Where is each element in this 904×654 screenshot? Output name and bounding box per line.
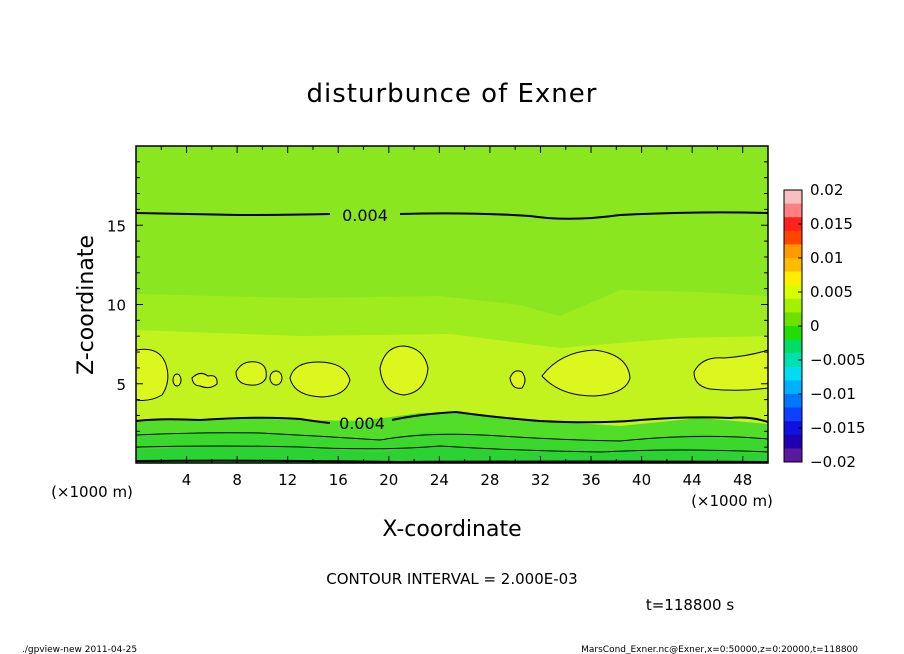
cell-d — [269, 370, 283, 386]
x-unit-right: (×1000 m) — [691, 492, 773, 510]
band-bottom-3 — [136, 446, 768, 463]
colorbar-label: −0.005 — [810, 351, 866, 369]
colorbar-swatch — [784, 190, 802, 205]
x-tick-label: 8 — [232, 471, 242, 489]
x-tick-label: 32 — [531, 471, 550, 489]
colorbar-swatch — [784, 448, 802, 463]
colorbar-swatch — [784, 258, 802, 273]
colorbar-label: −0.015 — [810, 419, 866, 437]
colorbar-swatch — [784, 298, 802, 313]
x-tick-label: 20 — [379, 471, 398, 489]
cell-a — [172, 373, 182, 387]
cell-left-edge — [136, 348, 169, 401]
colorbar-label: 0.02 — [810, 181, 843, 199]
colorbar-swatch — [784, 421, 802, 436]
contour-line-low-3 — [136, 459, 768, 463]
contour-line-low-1 — [136, 432, 768, 442]
contour-label-lower: 0.004 — [339, 414, 385, 433]
x-tick-label: 36 — [581, 471, 600, 489]
colorbar-frame — [783, 189, 803, 463]
x-tick-label: 12 — [278, 471, 297, 489]
y-axis-ticks: 5 10 15 — [107, 161, 768, 448]
footer-right: MarsCond_Exner.nc@Exner,x=0:50000,z=0:20… — [581, 645, 858, 654]
cell-h — [541, 349, 631, 397]
colorbar-swatch — [784, 380, 802, 395]
chart-title: disturbunce of Exner — [307, 79, 598, 109]
colorbar-swatch — [784, 366, 802, 381]
colorbar-swatch — [784, 271, 802, 286]
colorbar-label: 0.015 — [810, 215, 853, 233]
colorbar-swatch — [784, 434, 802, 449]
colorbar-swatch — [784, 353, 802, 368]
time-label: t=118800 s — [646, 596, 734, 614]
contour-label-upper: 0.004 — [342, 206, 388, 225]
colorbar-swatch — [784, 407, 802, 422]
y-tick-label: 10 — [107, 297, 126, 315]
contour-field — [136, 146, 768, 463]
colorbar-swatch — [784, 326, 802, 341]
x-axis-ticks: 4 8 12 16 20 24 28 32 36 40 44 48 — [160, 146, 752, 489]
footer-left: ./gpview-new 2011-04-25 — [22, 645, 137, 654]
x-axis-label: X-coordinate — [382, 517, 521, 542]
y-tick-label: 5 — [116, 376, 126, 394]
x-tick-label: 48 — [733, 471, 752, 489]
colorbar-swatch — [784, 394, 802, 409]
colorbar-swatch — [784, 244, 802, 259]
contour-line-lower — [136, 410, 768, 424]
colorbar-swatch — [784, 285, 802, 300]
colorbar-label: −0.01 — [810, 385, 856, 403]
colorbar-label: 0.01 — [810, 249, 843, 267]
colorbar-swatch — [784, 203, 802, 218]
colorbar-swatch — [784, 217, 802, 232]
contour-line-low-2 — [136, 445, 768, 453]
colorbar-swatch — [784, 230, 802, 245]
cell-f — [379, 345, 429, 396]
colorbar-label: −0.02 — [810, 453, 856, 471]
warm-cells — [136, 345, 768, 401]
x-tick-label: 24 — [430, 471, 449, 489]
x-tick-label: 28 — [480, 471, 499, 489]
contour-line-upper — [136, 211, 768, 220]
x-unit-left: (×1000 m) — [51, 483, 133, 501]
y-tick-label: 15 — [107, 217, 126, 235]
colorbar-label: 0.005 — [810, 283, 853, 301]
y-axis-label: Z-coordinate — [74, 235, 99, 375]
cell-e — [289, 361, 351, 398]
x-tick-label: 16 — [329, 471, 348, 489]
x-tick-label: 4 — [182, 471, 192, 489]
colorbar-swatch — [784, 339, 802, 354]
contour-interval: CONTOUR INTERVAL = 2.000E-03 — [326, 570, 577, 588]
x-tick-label: 40 — [632, 471, 651, 489]
cell-b — [191, 372, 218, 389]
x-tick-label: 44 — [683, 471, 702, 489]
cell-c — [235, 361, 267, 386]
colorbar-swatch — [784, 312, 802, 327]
cell-i — [693, 349, 768, 391]
colorbar — [784, 190, 802, 463]
colorbar-label: 0 — [810, 317, 820, 335]
colorbar-labels: 0.02 0.015 0.01 0.005 0 −0.005 −0.01 −0.015 −0.0… — [798, 181, 866, 471]
cell-g — [509, 370, 526, 389]
